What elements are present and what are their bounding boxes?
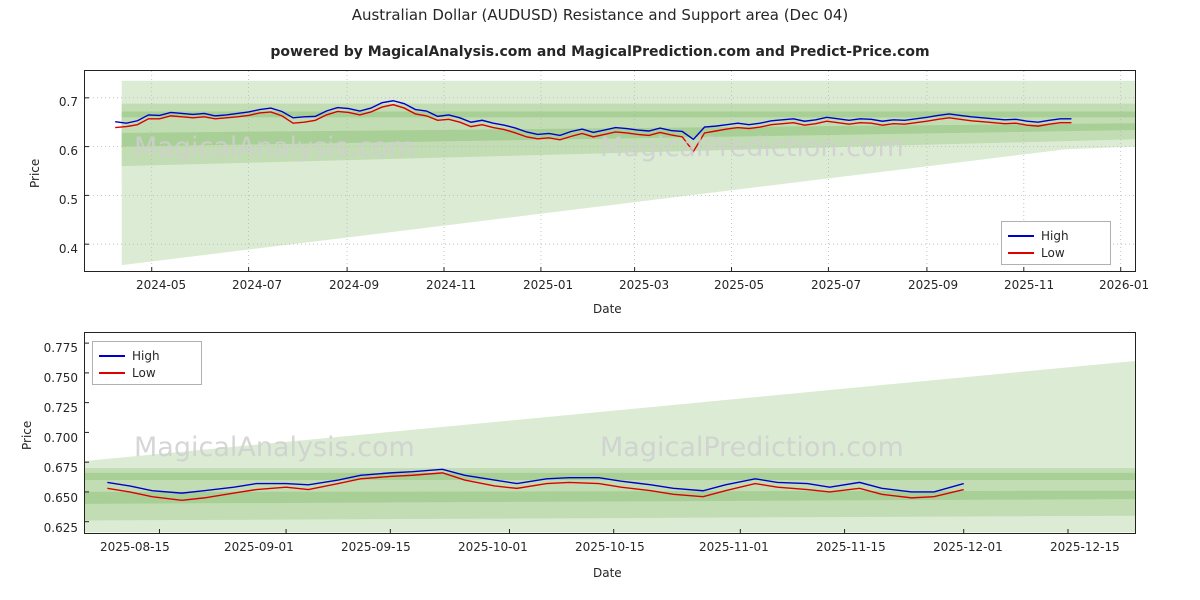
bottom-ytick-0: 0.625 <box>43 521 78 535</box>
bottom-x-axis-label: Date <box>593 566 622 580</box>
bottom-xtick-6: 2025-11-15 <box>816 540 886 554</box>
top-legend-row-low: Low <box>1008 244 1102 261</box>
low-line-swatch <box>1008 251 1034 254</box>
top-xtick-3: 2024-11 <box>426 278 477 292</box>
bottom-xtick-3: 2025-10-01 <box>458 540 528 554</box>
bottom-legend-low-label: Low <box>132 365 156 380</box>
top-y-axis-label: Price <box>28 158 42 188</box>
bottom-xtick-4: 2025-10-15 <box>575 540 645 554</box>
top-xtick-1: 2024-07 <box>232 278 283 292</box>
top-chart-panel <box>84 70 1136 272</box>
bottom-xtick-8: 2025-12-15 <box>1050 540 1120 554</box>
low-line-swatch <box>99 371 125 374</box>
high-line-swatch <box>1008 234 1034 237</box>
bottom-xtick-2: 2025-09-15 <box>341 540 411 554</box>
bottom-chart-svg <box>85 342 1135 533</box>
bottom-y-axis-label: Price <box>20 420 34 450</box>
top-xtick-5: 2025-03 <box>619 278 670 292</box>
top-xtick-6: 2025-05 <box>714 278 765 292</box>
top-xtick-10: 2026-01 <box>1099 278 1150 292</box>
bottom-ytick-6: 0.775 <box>43 341 78 355</box>
top-xtick-9: 2025-11 <box>1004 278 1055 292</box>
top-ytick-2: 0.6 <box>58 144 78 158</box>
bottom-xtick-5: 2025-11-01 <box>699 540 769 554</box>
top-xtick-8: 2025-09 <box>908 278 959 292</box>
top-xtick-4: 2025-01 <box>523 278 574 292</box>
top-xtick-7: 2025-07 <box>811 278 862 292</box>
top-ytick-1: 0.5 <box>58 193 78 207</box>
bottom-ytick-1: 0.650 <box>43 491 78 505</box>
bottom-legend: High Low <box>92 341 202 385</box>
top-legend: High Low <box>1001 221 1111 265</box>
top-x-axis-label: Date <box>593 302 622 316</box>
top-xtick-0: 2024-05 <box>136 278 187 292</box>
bottom-ytick-5: 0.750 <box>43 371 78 385</box>
top-legend-row-high: High <box>1008 227 1102 244</box>
top-xtick-2: 2024-09 <box>329 278 380 292</box>
top-ytick-3: 0.7 <box>58 95 78 109</box>
bottom-xtick-0: 2025-08-15 <box>100 540 170 554</box>
bottom-xtick-7: 2025-12-01 <box>933 540 1003 554</box>
bottom-ytick-2: 0.675 <box>43 461 78 475</box>
bottom-chart-panel <box>84 332 1136 534</box>
top-legend-high-label: High <box>1041 228 1069 243</box>
high-line-swatch <box>99 354 125 357</box>
page-subtitle: powered by MagicalAnalysis.com and Magic… <box>270 44 930 60</box>
top-legend-low-label: Low <box>1041 245 1065 260</box>
bottom-legend-high-label: High <box>132 348 160 363</box>
top-chart-svg <box>85 71 1135 271</box>
bottom-xtick-1: 2025-09-01 <box>224 540 294 554</box>
top-ytick-0: 0.4 <box>58 242 78 256</box>
bottom-legend-row-low: Low <box>99 364 193 381</box>
bottom-legend-row-high: High <box>99 347 193 364</box>
bottom-ytick-4: 0.725 <box>43 401 78 415</box>
page-title: Australian Dollar (AUDUSD) Resistance an… <box>351 6 849 24</box>
bottom-ytick-3: 0.700 <box>43 431 78 445</box>
